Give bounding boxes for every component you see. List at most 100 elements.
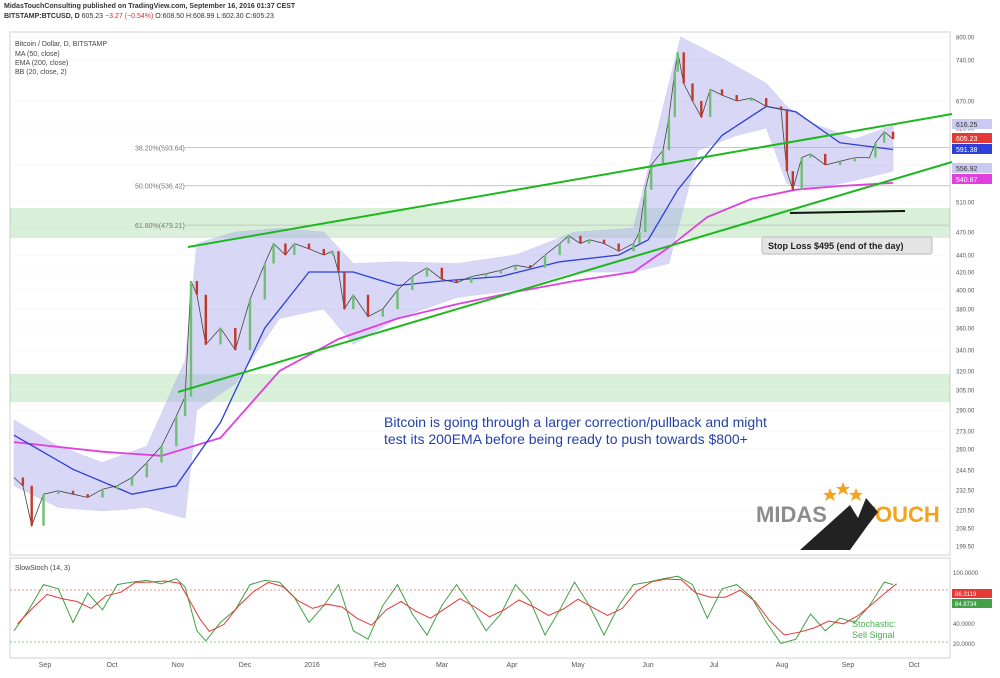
x-tick-label: Oct bbox=[909, 662, 920, 669]
x-tick-label: Mar bbox=[436, 662, 449, 669]
candle bbox=[667, 117, 671, 151]
candle bbox=[234, 328, 237, 350]
symbol: BITSTAMP:BTCUSD, D bbox=[4, 13, 80, 20]
candle bbox=[337, 251, 340, 272]
y-axis: 800.00740.00670.00620.00570.00510.00470.… bbox=[10, 36, 975, 551]
candle bbox=[891, 131, 895, 140]
stop-loss-line bbox=[789, 210, 906, 214]
candle bbox=[86, 494, 89, 498]
stoch-badge1 bbox=[952, 589, 992, 598]
x-tick-label: 2016 bbox=[304, 662, 320, 669]
x-axis: Sep Oct Nov Dec 2016 Feb Mar Apr May Jun Jul Aug Sep… bbox=[39, 662, 920, 669]
candle bbox=[691, 83, 694, 101]
candle bbox=[366, 294, 370, 317]
published-line: MidasTouchConsulting published on Tradin… bbox=[4, 3, 296, 10]
candle bbox=[470, 276, 473, 283]
candle bbox=[21, 477, 25, 486]
y-tick-label: 400.00 bbox=[956, 289, 975, 295]
logo-word-midas: MIDAS bbox=[756, 502, 827, 527]
fib-label: 38.20%(593.64) bbox=[135, 146, 185, 153]
stoch-note-line2: Sell Signal bbox=[852, 630, 895, 640]
stoch-panel bbox=[9, 557, 951, 659]
candle bbox=[425, 267, 429, 277]
stoch-title: SlowStoch (14, 3) bbox=[15, 565, 70, 572]
stop-loss-label-box bbox=[761, 236, 933, 255]
x-tick-label: Jul bbox=[710, 662, 719, 669]
stoch-d-line bbox=[17, 578, 897, 636]
candle bbox=[617, 243, 620, 252]
candle bbox=[682, 52, 685, 84]
y-tick-label: 199.50 bbox=[956, 545, 975, 551]
logo-star-icon bbox=[849, 488, 863, 501]
fib-label: 61.80%(479.21) bbox=[135, 223, 185, 230]
candle bbox=[700, 101, 703, 118]
candle bbox=[529, 265, 532, 268]
candle bbox=[588, 239, 591, 244]
x-tick-label: Apr bbox=[507, 662, 519, 669]
stop-loss-label: Stop Loss $495 (end of the day) bbox=[768, 241, 904, 251]
candle bbox=[293, 243, 296, 255]
y-tick-label: 260.00 bbox=[956, 448, 975, 454]
candle bbox=[30, 485, 33, 526]
y-tick-label: 740.00 bbox=[956, 59, 975, 65]
x-tick-label: Dec bbox=[239, 662, 252, 669]
candle bbox=[824, 153, 827, 165]
fibonacci-levels: 38.20%(593.64) 50.00%(536.42) 61.80%(479.2… bbox=[135, 146, 950, 230]
stoch-note-line1: Stochastic: bbox=[852, 619, 896, 629]
stoch-k-line bbox=[13, 575, 894, 644]
y-tick-label: 510.00 bbox=[956, 201, 975, 207]
legend-ema: EMA (200, close) bbox=[15, 60, 68, 67]
channel-upper-line bbox=[187, 113, 953, 248]
candle bbox=[543, 255, 547, 268]
candle bbox=[883, 131, 886, 143]
candle bbox=[331, 251, 334, 255]
candle bbox=[765, 98, 768, 107]
candle bbox=[411, 276, 414, 290]
logo-star-icon bbox=[836, 482, 850, 495]
x-tick-label: Feb bbox=[374, 662, 386, 669]
y-tick-label: 305.00 bbox=[956, 389, 975, 395]
support-zone bbox=[10, 374, 950, 402]
candle bbox=[183, 396, 187, 417]
candle bbox=[116, 485, 119, 490]
candle bbox=[644, 189, 647, 232]
price: 605.23 bbox=[81, 13, 104, 20]
candle bbox=[785, 109, 789, 172]
y-tick-label: 244.50 bbox=[956, 469, 975, 475]
x-tick-label: Aug bbox=[776, 662, 789, 669]
y-tick-label: 320.00 bbox=[956, 370, 975, 376]
candle bbox=[322, 248, 325, 255]
badge-ma-text: 591.38 bbox=[956, 147, 978, 154]
y-tick-label: 670.00 bbox=[956, 100, 975, 106]
y-tick-label: 340.00 bbox=[956, 349, 975, 355]
fib-label: 50.00%(536.42) bbox=[135, 184, 185, 191]
badge-ema-text: 540.87 bbox=[956, 177, 978, 184]
candle bbox=[175, 416, 178, 447]
candle bbox=[352, 294, 355, 310]
y-tick-label: 220.50 bbox=[956, 509, 975, 515]
candle bbox=[650, 165, 653, 190]
main-panel bbox=[9, 31, 951, 556]
candle bbox=[779, 106, 783, 110]
candle bbox=[709, 89, 712, 118]
candle bbox=[809, 153, 812, 158]
candle bbox=[455, 279, 458, 283]
candle bbox=[219, 328, 222, 345]
candle bbox=[602, 239, 606, 244]
candle bbox=[204, 294, 207, 345]
x-tick-label: Oct bbox=[107, 662, 118, 669]
badge-top-text: 616.25 bbox=[956, 122, 978, 129]
candle bbox=[195, 281, 199, 295]
stoch-badge2-text: 84.8734 bbox=[955, 602, 977, 608]
candle bbox=[632, 243, 635, 252]
x-tick-label: Nov bbox=[172, 662, 185, 669]
logo-bull-shape bbox=[800, 498, 878, 550]
candle bbox=[661, 150, 665, 165]
y-tick-label: 470.00 bbox=[956, 231, 975, 237]
y-tick-label: 420.00 bbox=[956, 271, 975, 277]
candle bbox=[42, 494, 45, 526]
badge-bb bbox=[952, 163, 992, 173]
annotation-line1: Bitcoin is going through a larger correc… bbox=[384, 414, 767, 430]
candle bbox=[750, 98, 753, 101]
